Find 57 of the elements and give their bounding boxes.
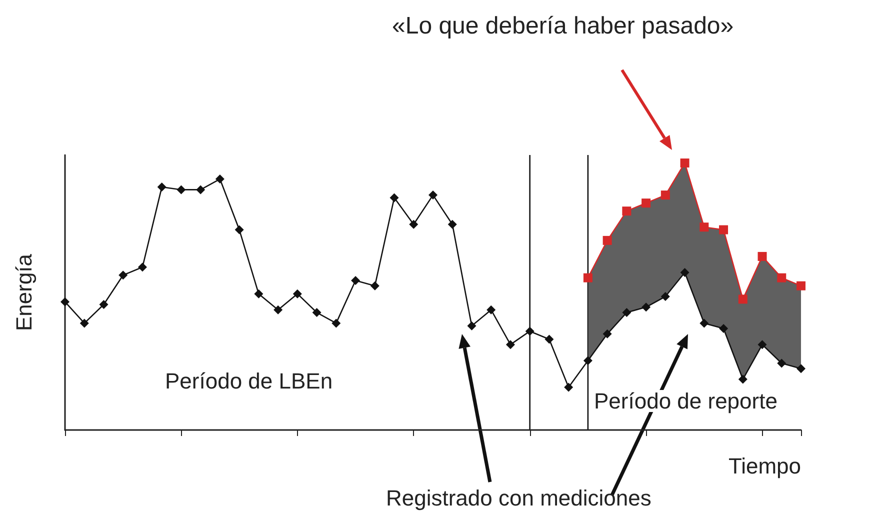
point (80, 318, 89, 328)
point (138, 262, 147, 272)
point (351, 276, 360, 285)
point (738, 374, 748, 384)
point (583, 273, 592, 282)
point (602, 329, 612, 338)
text: Registrado con mediciones (386, 486, 652, 510)
point (758, 252, 767, 261)
point (390, 193, 399, 202)
point (506, 340, 515, 350)
point (409, 220, 418, 229)
point (196, 185, 206, 194)
point (234, 225, 244, 234)
point (467, 321, 476, 330)
y-axis-title: Energía (12, 253, 36, 332)
point (118, 270, 128, 280)
point (719, 324, 728, 334)
point (254, 289, 264, 298)
point (796, 364, 806, 374)
point (680, 158, 690, 168)
point (777, 358, 786, 368)
point (486, 305, 496, 314)
point (680, 268, 690, 277)
annotation: Período de reporte (594, 388, 778, 414)
point (642, 198, 651, 208)
point (370, 281, 380, 290)
point (274, 305, 283, 314)
point (777, 273, 786, 282)
point (525, 326, 534, 336)
point (564, 382, 574, 392)
x-axis-title: Tiempo (728, 454, 801, 478)
point (428, 190, 438, 200)
point (796, 281, 806, 290)
point (215, 174, 224, 184)
point (660, 190, 670, 200)
point (99, 300, 108, 310)
point (583, 356, 592, 366)
point (758, 340, 767, 350)
point (602, 236, 612, 245)
point (312, 308, 322, 318)
point (738, 294, 748, 304)
point (292, 289, 302, 298)
point (660, 292, 670, 302)
point (622, 206, 632, 216)
point (700, 318, 709, 328)
point (332, 318, 341, 328)
point (642, 302, 651, 312)
annotation: Período de LBEn (165, 368, 333, 394)
point (176, 185, 186, 194)
point (719, 225, 728, 234)
point (157, 182, 166, 192)
text: «Lo que debería haber pasado» (392, 12, 734, 40)
point (60, 297, 70, 306)
point (622, 308, 632, 318)
point (544, 334, 554, 344)
point (700, 222, 709, 232)
point (448, 220, 457, 229)
